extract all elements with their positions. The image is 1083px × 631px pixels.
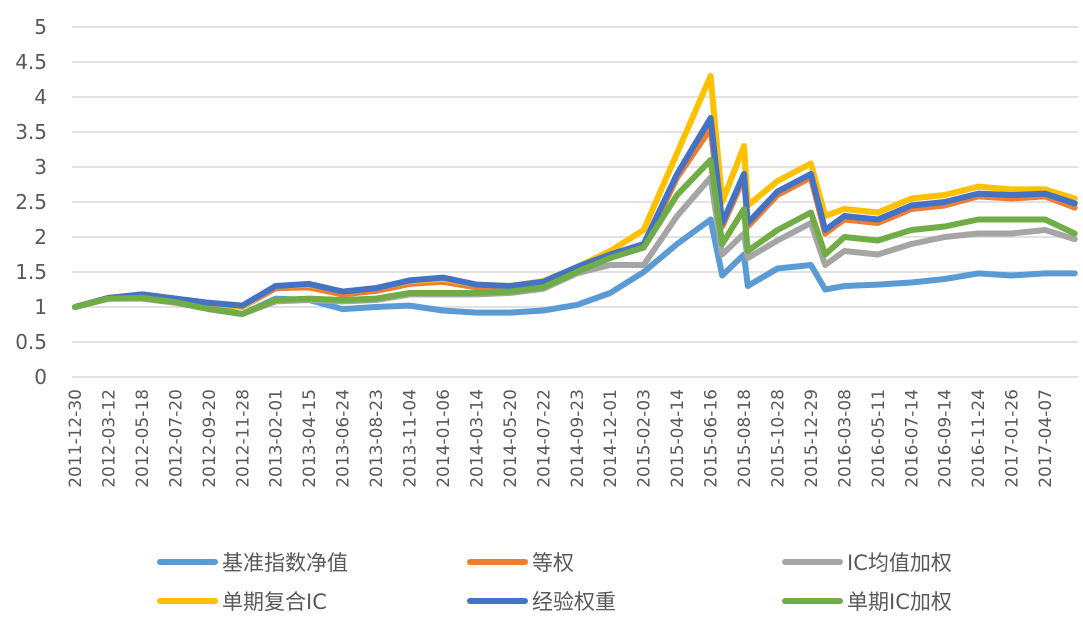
x-tick-label: 2012-05-18 — [133, 389, 153, 488]
y-tick-label: 2.5 — [15, 190, 47, 214]
legend-item: 等权 — [467, 551, 574, 575]
x-tick-label: 2014-05-20 — [501, 389, 521, 488]
x-tick-label: 2017-04-07 — [1036, 389, 1056, 488]
legend-item: 基准指数净值 — [157, 551, 348, 575]
x-tick-label: 2015-10-28 — [768, 389, 788, 488]
x-tick-label: 2016-09-14 — [936, 389, 956, 488]
x-tick-label: 2013-02-01 — [267, 389, 287, 488]
x-tick-label: 2013-06-24 — [334, 389, 354, 488]
y-tick-label: 1.5 — [15, 260, 47, 284]
x-tick-label: 2014-03-14 — [467, 389, 487, 488]
x-tick-label: 2015-06-16 — [702, 389, 722, 488]
legend-item: 单期IC加权 — [782, 590, 952, 614]
x-tick-label: 2014-12-01 — [601, 389, 621, 488]
legend-label: 基准指数净值 — [222, 551, 348, 575]
y-tick-label: 3.5 — [15, 120, 47, 144]
x-tick-label: 2017-01-26 — [1003, 389, 1023, 488]
legend-item: 单期复合IC — [157, 590, 327, 614]
series-line-4 — [72, 115, 1078, 310]
x-tick-label: 2011-12-30 — [66, 389, 86, 488]
x-tick-label: 2014-07-22 — [534, 389, 554, 488]
y-tick-label: 4 — [34, 85, 47, 109]
x-tick-label: 2016-11-24 — [969, 389, 989, 488]
legend-label: 经验权重 — [532, 590, 616, 614]
legend-label: IC均值加权 — [847, 551, 952, 575]
x-axis-tick-labels: 2011-12-30 2012-03-12 2012-05-18 2012-07-20… — [66, 389, 1056, 488]
x-tick-label: 2012-07-20 — [166, 389, 186, 488]
series-line-5 — [72, 157, 1078, 317]
legend-label: 等权 — [532, 551, 574, 575]
y-tick-label: 0 — [34, 365, 47, 389]
legend-item: 经验权重 — [467, 590, 616, 614]
y-axis-tick-labels: 0 0.5 1 1.5 2 2.5 3 3.5 4 4.5 5 — [15, 15, 47, 389]
x-tick-label: 2015-12-29 — [802, 389, 822, 488]
x-tick-label: 2016-03-08 — [835, 389, 855, 488]
series-lines — [72, 73, 1078, 317]
x-tick-label: 2015-04-14 — [668, 389, 688, 488]
y-tick-label: 1 — [34, 295, 47, 319]
y-tick-label: 5 — [34, 15, 47, 39]
y-tick-label: 3 — [34, 155, 47, 179]
legend-item: IC均值加权 — [782, 551, 952, 575]
legend-label: 单期复合IC — [222, 590, 327, 614]
y-tick-label: 4.5 — [15, 50, 47, 74]
x-tick-label: 2012-11-28 — [233, 389, 253, 488]
x-tick-label: 2015-02-03 — [635, 389, 655, 488]
x-tick-label: 2016-05-11 — [869, 389, 889, 488]
y-tick-label: 2 — [34, 225, 47, 249]
x-tick-label: 2016-07-14 — [902, 389, 922, 488]
x-tick-label: 2012-09-20 — [200, 389, 220, 488]
y-tick-label: 0.5 — [15, 330, 47, 354]
legend-label: 单期IC加权 — [847, 590, 952, 614]
x-tick-label: 2014-01-06 — [434, 389, 454, 488]
x-tick-label: 2013-08-23 — [367, 389, 387, 488]
x-tick-label: 2014-09-23 — [568, 389, 588, 488]
x-tick-label: 2015-08-18 — [735, 389, 755, 488]
x-tick-label: 2013-11-04 — [401, 389, 421, 488]
x-tick-label: 2013-04-15 — [300, 389, 320, 488]
x-tick-label: 2012-03-12 — [99, 389, 119, 488]
